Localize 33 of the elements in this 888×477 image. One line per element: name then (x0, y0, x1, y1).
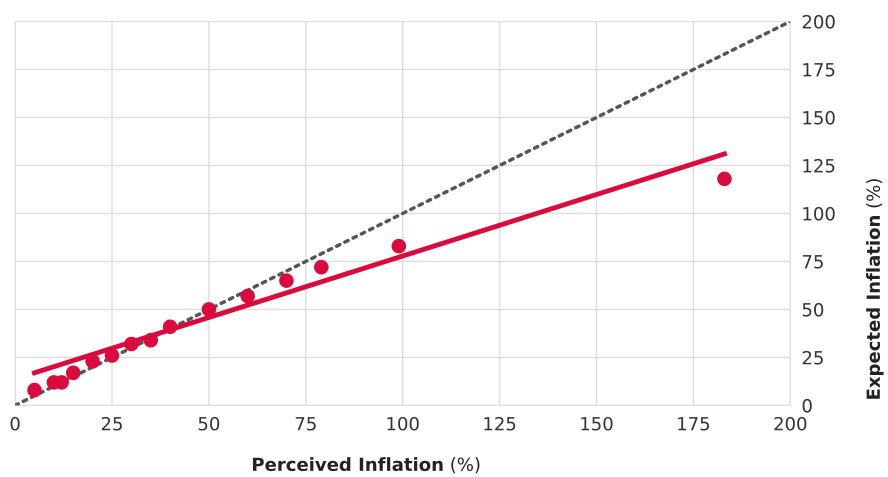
y-tick-label: 200 (802, 14, 835, 29)
x-tick-label: 75 (296, 417, 316, 431)
point (717, 172, 732, 186)
point (66, 366, 81, 380)
x-tick-label: 25 (102, 416, 122, 431)
x-tick-label: 100 (387, 416, 419, 431)
point (392, 238, 406, 254)
point (143, 332, 158, 348)
x-tick-label: 50 (198, 416, 220, 431)
y-tick-label: 100 (803, 206, 835, 221)
point (202, 302, 216, 317)
y-tick-label: 50 (802, 302, 824, 317)
y-tick-label: 75 (802, 255, 823, 269)
point (124, 336, 139, 352)
y-tick-label: 150 (803, 110, 835, 125)
y-tick-label: 175 (803, 63, 834, 77)
point (240, 288, 255, 304)
x-tick-label: 0 (10, 416, 20, 431)
x-tick-label: 200 (774, 416, 806, 431)
x-tick-label: 175 (678, 417, 710, 431)
x-axis-title: Perceived Inflation (%) (253, 457, 480, 474)
point (279, 273, 294, 288)
y-axis-title: Expected Inflation (%) (866, 179, 884, 399)
y-tick-label: 25 (802, 350, 823, 365)
point (314, 260, 329, 274)
point (27, 382, 42, 398)
point (104, 348, 120, 363)
x-tick-label: 150 (581, 416, 613, 431)
y-tick-label: 125 (803, 158, 834, 173)
point (85, 354, 100, 369)
point (162, 319, 178, 334)
y-tick-label: 0 (802, 398, 812, 413)
x-tick-label: 125 (484, 416, 516, 431)
